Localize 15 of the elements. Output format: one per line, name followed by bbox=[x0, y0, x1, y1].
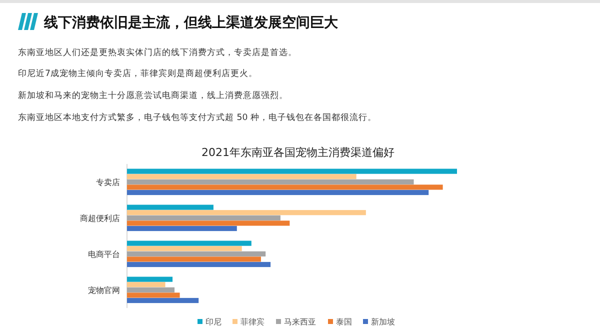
chart-title: 线下消费依旧是主流，但线上渠道发展空间巨大 bbox=[43, 14, 339, 31]
y-tick-label: 宠物官网 bbox=[88, 286, 120, 295]
legend-label: 印尼 bbox=[206, 318, 222, 326]
legend-label: 新加坡 bbox=[371, 318, 395, 326]
y-tick-label: 电商平台 bbox=[88, 250, 120, 259]
text: 新加坡和马来的宠物主十分愿意尝试电商渠道，线上消费意愿强烈。 bbox=[18, 90, 288, 101]
y-tick-label: 商超便利店 bbox=[80, 214, 120, 223]
text: 东南亚地区人们还是更热衷实体门店的线下消费方式，专卖店是首选。 bbox=[18, 47, 297, 58]
legend-label: 马来西亚 bbox=[284, 318, 316, 326]
y-tick-label: 专卖店 bbox=[96, 178, 120, 187]
text: 东南亚地区本地支付方式繁多，电子钱包等支付方式超 50 种，电子钱包在各国都很流行。 bbox=[18, 112, 376, 123]
chart-subtitle: 2021年东南亚各国宠物主消费渠道偏好 bbox=[202, 146, 394, 159]
legend-label: 泰国 bbox=[336, 318, 352, 326]
text: 印尼近7成宠物主倾向专卖店，菲律宾则是商超便利店更火。 bbox=[18, 68, 258, 79]
legend-label: 菲律宾 bbox=[240, 318, 264, 326]
